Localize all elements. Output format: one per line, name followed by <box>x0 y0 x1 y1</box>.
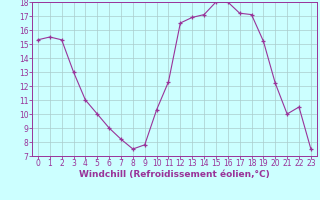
X-axis label: Windchill (Refroidissement éolien,°C): Windchill (Refroidissement éolien,°C) <box>79 170 270 179</box>
